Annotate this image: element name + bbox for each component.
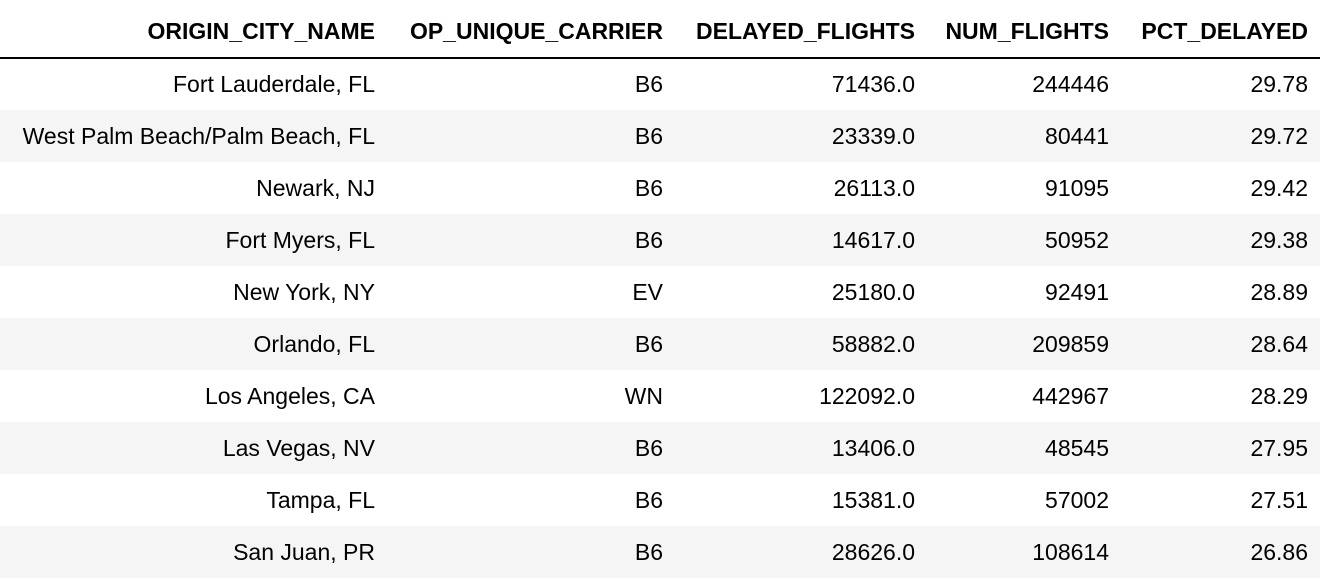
table-row: San Juan, PR B6 28626.0 108614 26.86 bbox=[0, 526, 1320, 578]
cell-op-unique-carrier: B6 bbox=[634, 538, 663, 565]
table-row: Fort Lauderdale, FL B6 71436.0 244446 29… bbox=[0, 58, 1320, 110]
table-row: Los Angeles, CA WN 122092.0 442967 28.29 bbox=[0, 370, 1320, 422]
cell-origin-city-name: New York, NY bbox=[233, 278, 375, 305]
cell-delayed-flights: 58882.0 bbox=[831, 330, 915, 357]
cell-num-flights: 442967 bbox=[1032, 382, 1109, 409]
cell-delayed-flights: 28626.0 bbox=[831, 538, 915, 565]
cell-origin-city-name: Los Angeles, CA bbox=[204, 382, 375, 409]
cell-pct-delayed: 26.86 bbox=[1250, 538, 1308, 565]
cell-delayed-flights: 15381.0 bbox=[831, 486, 915, 513]
cell-delayed-flights: 26113.0 bbox=[833, 174, 915, 201]
table-row: Fort Myers, FL B6 14617.0 50952 29.38 bbox=[0, 214, 1320, 266]
cell-pct-delayed: 28.89 bbox=[1250, 278, 1308, 305]
cell-op-unique-carrier: B6 bbox=[634, 486, 663, 513]
cell-pct-delayed: 29.38 bbox=[1250, 226, 1308, 253]
cell-origin-city-name: Fort Myers, FL bbox=[225, 226, 375, 253]
cell-delayed-flights: 14617.0 bbox=[831, 226, 915, 253]
cell-op-unique-carrier: B6 bbox=[634, 174, 663, 201]
column-header-pct-delayed: PCT_DELAYED bbox=[1121, 6, 1320, 59]
cell-num-flights: 92491 bbox=[1045, 278, 1109, 305]
column-header-delayed-flights: DELAYED_FLIGHTS bbox=[675, 6, 927, 59]
cell-num-flights: 57002 bbox=[1045, 486, 1109, 513]
cell-pct-delayed: 29.42 bbox=[1250, 174, 1308, 201]
cell-pct-delayed: 28.29 bbox=[1250, 382, 1308, 409]
cell-num-flights: 108614 bbox=[1032, 538, 1109, 565]
cell-pct-delayed: 27.95 bbox=[1250, 434, 1308, 461]
table-row: West Palm Beach/Palm Beach, FL B6 23339.… bbox=[0, 110, 1320, 162]
column-header-op-unique-carrier: OP_UNIQUE_CARRIER bbox=[387, 6, 675, 59]
table-row: New York, NY EV 25180.0 92491 28.89 bbox=[0, 266, 1320, 318]
cell-op-unique-carrier: WN bbox=[624, 382, 663, 409]
cell-num-flights: 50952 bbox=[1045, 226, 1109, 253]
cell-num-flights: 48545 bbox=[1045, 434, 1109, 461]
cell-delayed-flights: 13406.0 bbox=[831, 434, 915, 461]
cell-num-flights: 80441 bbox=[1045, 122, 1109, 149]
cell-delayed-flights: 71436.0 bbox=[831, 71, 915, 97]
table-row: Orlando, FL B6 58882.0 209859 28.64 bbox=[0, 318, 1320, 370]
cell-origin-city-name: Fort Lauderdale, FL bbox=[172, 71, 375, 97]
cell-delayed-flights: 122092.0 bbox=[819, 382, 915, 409]
table-body: Fort Lauderdale, FL B6 71436.0 244446 29… bbox=[0, 58, 1320, 578]
cell-delayed-flights: 25180.0 bbox=[831, 278, 915, 305]
cell-pct-delayed: 28.64 bbox=[1250, 330, 1308, 357]
cell-origin-city-name: Newark, NJ bbox=[256, 174, 375, 201]
cell-op-unique-carrier: B6 bbox=[634, 71, 663, 97]
cell-op-unique-carrier: EV bbox=[632, 278, 663, 305]
cell-origin-city-name: West Palm Beach/Palm Beach, FL bbox=[22, 122, 375, 149]
cell-delayed-flights: 23339.0 bbox=[831, 122, 915, 149]
cell-num-flights: 244446 bbox=[1032, 71, 1109, 97]
cell-origin-city-name: Las Vegas, NV bbox=[222, 434, 375, 461]
cell-pct-delayed: 27.51 bbox=[1250, 486, 1308, 513]
table-row: Las Vegas, NV B6 13406.0 48545 27.95 bbox=[0, 422, 1320, 474]
cell-op-unique-carrier: B6 bbox=[634, 226, 663, 253]
cell-origin-city-name: Tampa, FL bbox=[266, 486, 375, 513]
cell-pct-delayed: 29.78 bbox=[1250, 71, 1308, 97]
header-row: ORIGIN_CITY_NAME OP_UNIQUE_CARRIER DELAY… bbox=[0, 6, 1320, 59]
cell-num-flights: 209859 bbox=[1032, 330, 1109, 357]
cell-num-flights: 91095 bbox=[1045, 174, 1109, 201]
column-header-origin-city-name: ORIGIN_CITY_NAME bbox=[0, 6, 387, 59]
cell-origin-city-name: San Juan, PR bbox=[233, 538, 375, 565]
cell-op-unique-carrier: B6 bbox=[634, 434, 663, 461]
table-row: Tampa, FL B6 15381.0 57002 27.51 bbox=[0, 474, 1320, 526]
cell-origin-city-name: Orlando, FL bbox=[253, 330, 375, 357]
cell-pct-delayed: 29.72 bbox=[1250, 122, 1308, 149]
cell-op-unique-carrier: B6 bbox=[634, 330, 663, 357]
column-header-num-flights: NUM_FLIGHTS bbox=[927, 6, 1121, 59]
table-row: Newark, NJ B6 26113.0 91095 29.42 bbox=[0, 162, 1320, 214]
cell-op-unique-carrier: B6 bbox=[634, 122, 663, 149]
results-table: ORIGIN_CITY_NAME OP_UNIQUE_CARRIER DELAY… bbox=[0, 6, 1320, 578]
table-header: ORIGIN_CITY_NAME OP_UNIQUE_CARRIER DELAY… bbox=[0, 6, 1320, 59]
